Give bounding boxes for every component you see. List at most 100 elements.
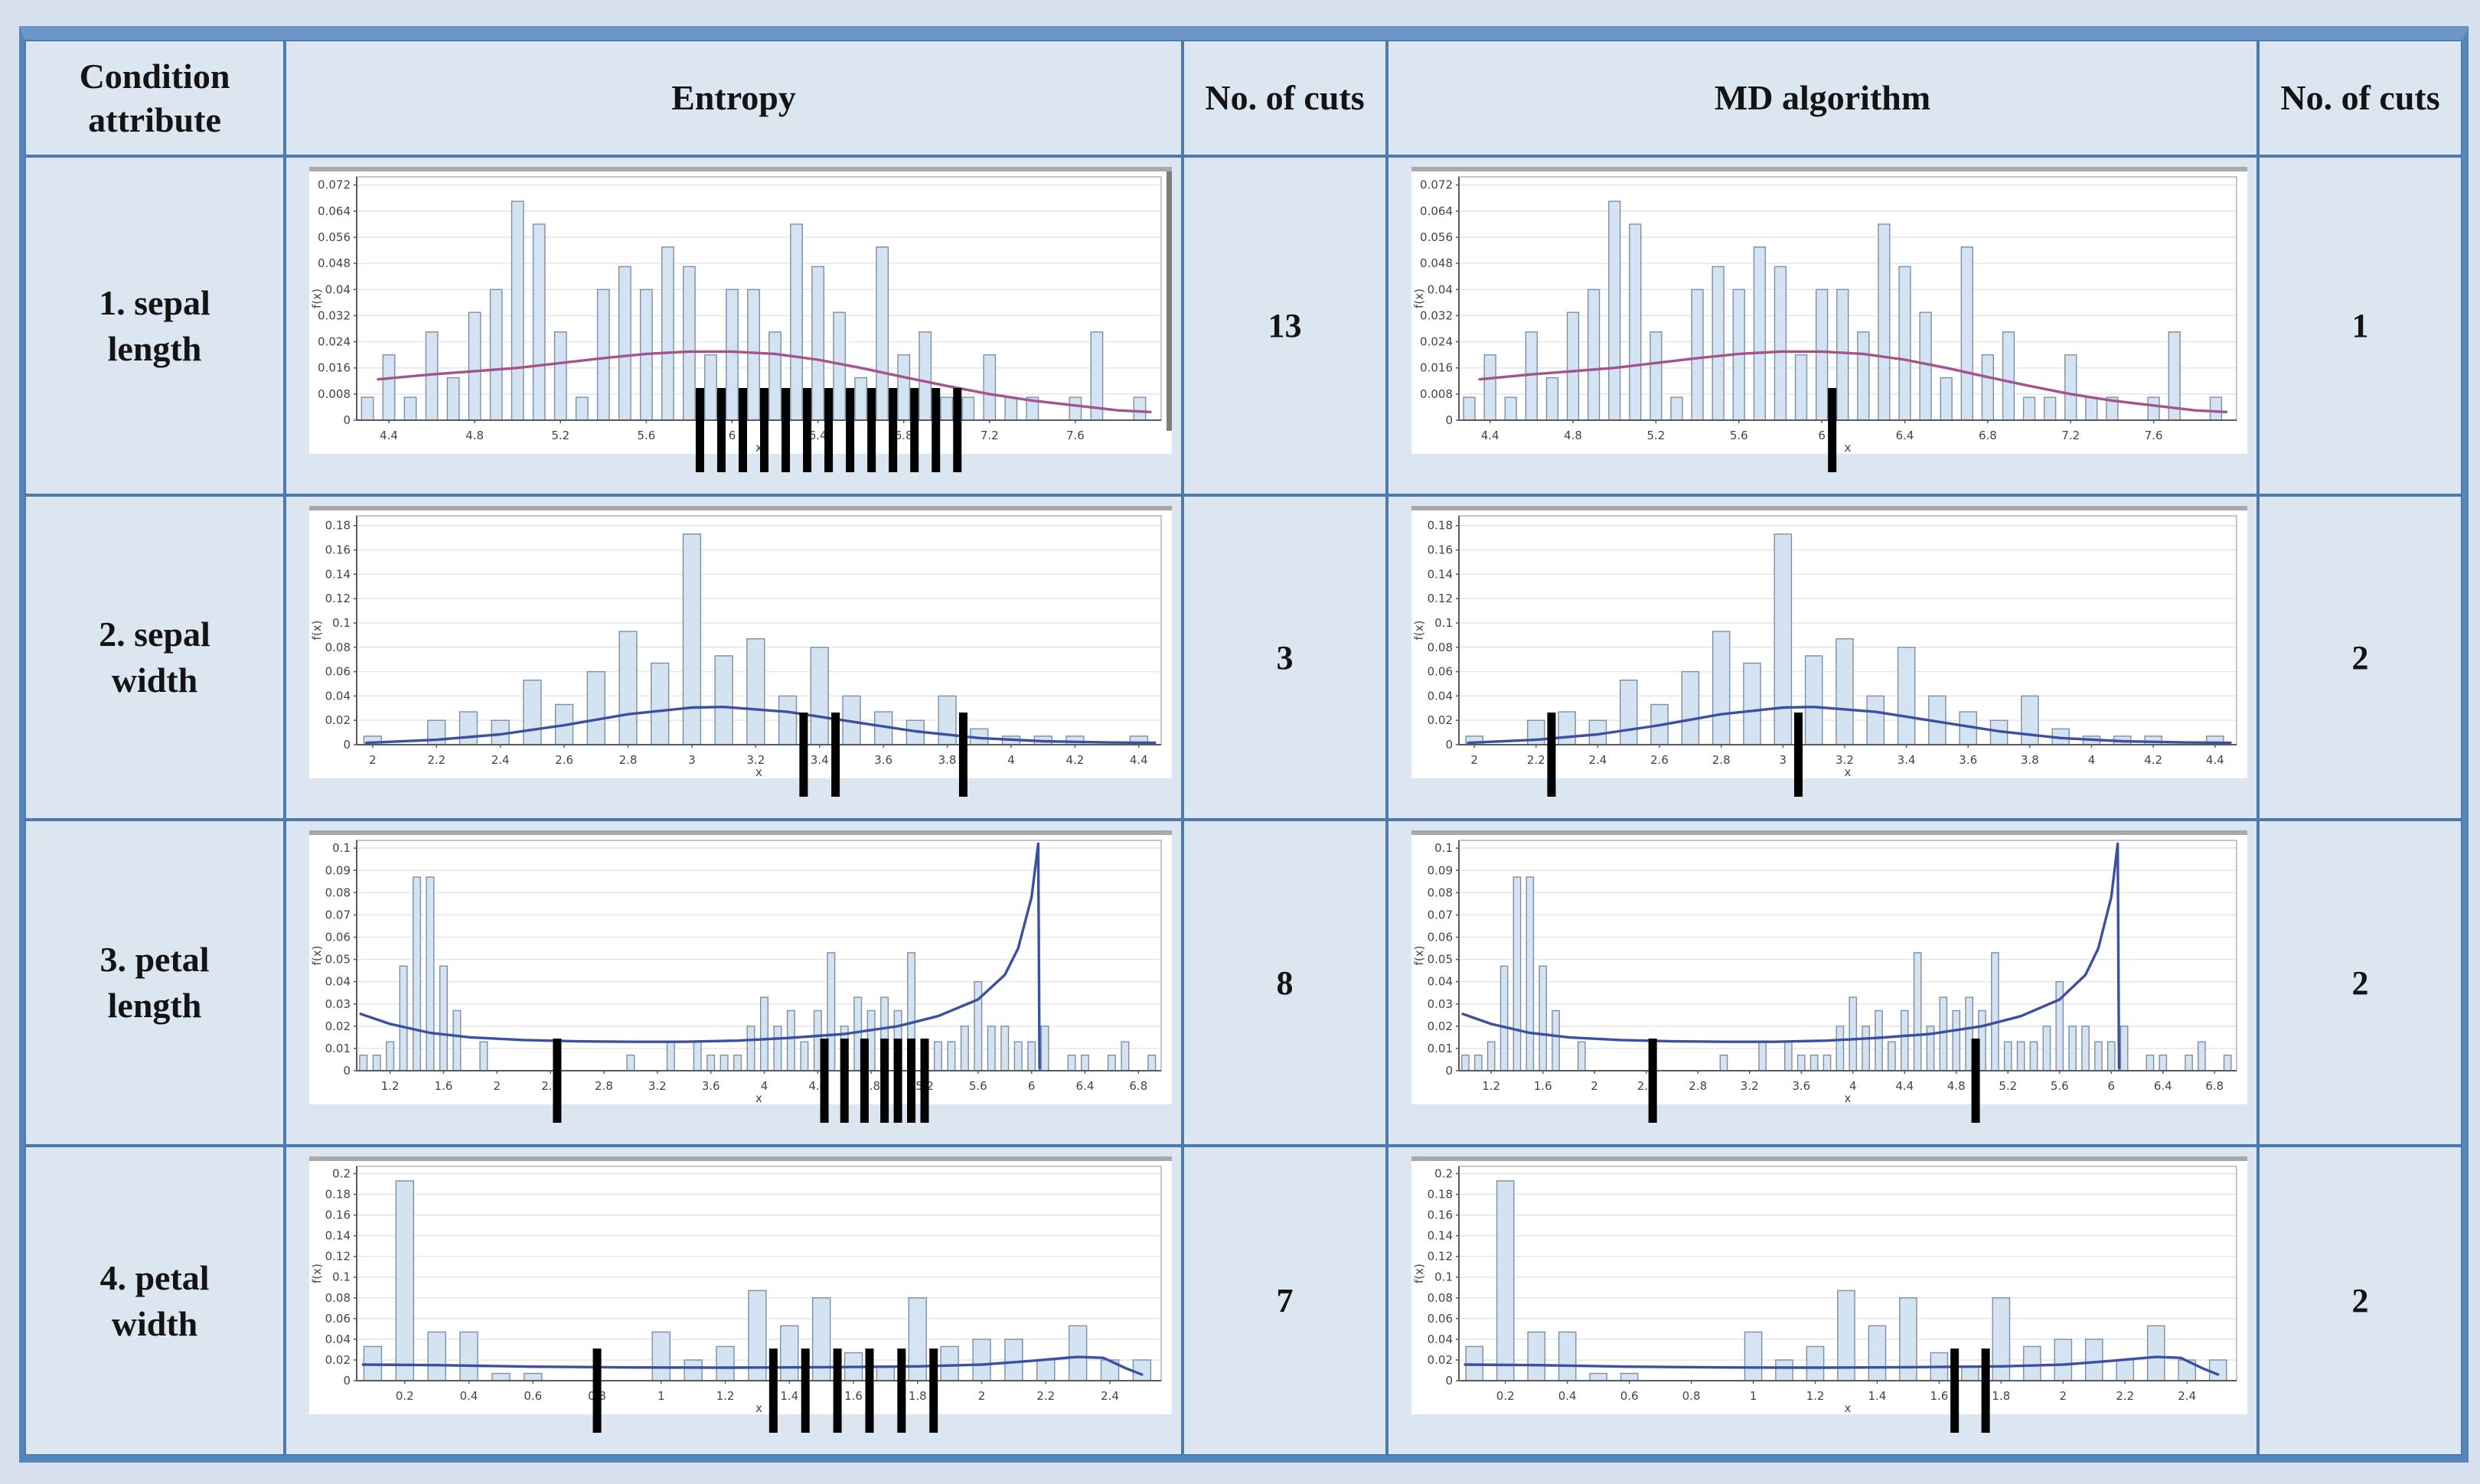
svg-text:0: 0 xyxy=(1445,1064,1453,1078)
svg-text:2.8: 2.8 xyxy=(619,753,638,767)
cuts-value: 2 xyxy=(2351,964,2369,1002)
svg-text:0: 0 xyxy=(343,1374,351,1388)
svg-text:3.6: 3.6 xyxy=(874,753,892,767)
svg-text:3.4: 3.4 xyxy=(811,753,829,767)
svg-text:x: x xyxy=(1845,1091,1852,1105)
cuts-value: 13 xyxy=(1268,307,1302,344)
svg-text:4.2: 4.2 xyxy=(1065,753,1084,767)
svg-text:0.2: 0.2 xyxy=(396,1389,414,1403)
svg-text:f(x): f(x) xyxy=(310,1264,324,1283)
svg-text:1.6: 1.6 xyxy=(844,1389,863,1403)
svg-text:0.08: 0.08 xyxy=(1428,886,1453,899)
svg-text:0: 0 xyxy=(1445,1374,1453,1388)
svg-text:4.4: 4.4 xyxy=(1481,429,1499,442)
sepal-length-md-histogram: 0 0.008 0.016 0.024 0.032 0.04 0.048 0.056 0.064… xyxy=(1411,167,2247,472)
svg-text:1.2: 1.2 xyxy=(716,1389,735,1403)
svg-text:5.6: 5.6 xyxy=(969,1079,987,1093)
svg-text:x: x xyxy=(755,765,762,779)
svg-text:5.6: 5.6 xyxy=(2051,1079,2069,1093)
svg-text:5.6: 5.6 xyxy=(1730,429,1748,442)
svg-text:1.8: 1.8 xyxy=(909,1389,927,1403)
svg-text:x: x xyxy=(755,441,762,455)
svg-text:7.6: 7.6 xyxy=(1066,429,1085,442)
svg-text:0.06: 0.06 xyxy=(1428,1312,1453,1326)
svg-text:0.09: 0.09 xyxy=(1428,863,1453,877)
header-no-of-cuts-md-label: No. of cuts xyxy=(2280,78,2440,118)
svg-text:2.6: 2.6 xyxy=(555,753,573,767)
svg-text:0.12: 0.12 xyxy=(325,1250,351,1264)
svg-text:5.2: 5.2 xyxy=(1999,1079,2017,1093)
svg-text:0.08: 0.08 xyxy=(1428,1291,1453,1305)
svg-text:0.03: 0.03 xyxy=(325,997,351,1011)
svg-text:f(x): f(x) xyxy=(310,621,324,641)
row-label-sepal-length: 1. sepal length xyxy=(24,156,285,495)
svg-text:0.04: 0.04 xyxy=(325,282,351,296)
md-cuts-sepal-length: 1 xyxy=(2258,156,2462,495)
svg-text:4.8: 4.8 xyxy=(1947,1079,1966,1093)
header-no-of-cuts-entropy: No. of cuts xyxy=(1183,40,1387,156)
svg-text:4: 4 xyxy=(1007,753,1015,767)
svg-text:0.08: 0.08 xyxy=(1428,641,1453,654)
svg-text:4.8: 4.8 xyxy=(465,429,484,442)
svg-text:1: 1 xyxy=(658,1389,665,1403)
svg-text:0.05: 0.05 xyxy=(325,953,351,967)
row-label-text: 1. sepal length xyxy=(99,282,210,368)
svg-text:0.032: 0.032 xyxy=(318,308,351,322)
svg-text:0.03: 0.03 xyxy=(1428,997,1453,1011)
svg-text:5.6: 5.6 xyxy=(637,429,655,442)
md-cuts-petal-width: 2 xyxy=(2258,1146,2462,1456)
svg-text:6: 6 xyxy=(1818,429,1826,442)
svg-text:6.8: 6.8 xyxy=(895,429,913,442)
svg-text:3.2: 3.2 xyxy=(1741,1079,1759,1093)
svg-text:3.4: 3.4 xyxy=(1898,753,1916,767)
svg-text:f(x): f(x) xyxy=(1412,1264,1426,1283)
svg-text:0.01: 0.01 xyxy=(1428,1042,1453,1055)
svg-text:7.6: 7.6 xyxy=(2145,429,2163,442)
cell-petal-length-md-chart: 0 0.01 0.02 0.03 0.04 0.05 0.06 0.07 0.08 0.09 0.1… xyxy=(1387,820,2258,1146)
svg-text:3: 3 xyxy=(1780,753,1787,767)
svg-text:0.04: 0.04 xyxy=(1428,689,1453,703)
cell-sepal-length-md-chart: 0 0.008 0.016 0.024 0.032 0.04 0.048 0.056 0.064… xyxy=(1387,156,2258,495)
header-no-of-cuts-entropy-label: No. of cuts xyxy=(1205,78,1365,118)
petal-width-entropy-histogram: 0 0.02 0.04 0.06 0.08 0.1 0.12 0.14 0.16 0.18 0.2 0… xyxy=(309,1156,1172,1433)
svg-text:0.008: 0.008 xyxy=(1420,387,1453,401)
svg-text:x: x xyxy=(1845,441,1852,455)
svg-text:0.09: 0.09 xyxy=(325,863,351,877)
svg-text:1.4: 1.4 xyxy=(780,1389,798,1403)
header-md-algorithm-label: MD algorithm xyxy=(1714,78,1931,118)
svg-text:x: x xyxy=(1845,1401,1852,1415)
svg-text:6.8: 6.8 xyxy=(1979,429,1997,442)
petal-width-md-histogram: 0 0.02 0.04 0.06 0.08 0.1 0.12 0.14 0.16 0.18 0.2 0… xyxy=(1411,1156,2247,1433)
row-label-petal-width: 4. petal width xyxy=(24,1146,285,1456)
svg-text:0.04: 0.04 xyxy=(1428,975,1453,989)
svg-text:0.6: 0.6 xyxy=(1620,1389,1639,1403)
svg-text:3.2: 3.2 xyxy=(1836,753,1854,767)
svg-text:2.4: 2.4 xyxy=(491,753,510,767)
svg-text:2.8: 2.8 xyxy=(1712,753,1731,767)
svg-text:0.1: 0.1 xyxy=(332,1270,351,1284)
md-cuts-sepal-width: 2 xyxy=(2258,495,2462,820)
svg-text:f(x): f(x) xyxy=(310,289,324,308)
sepal-length-entropy-histogram: 0 0.008 0.016 0.024 0.032 0.04 0.048 0.056 0.064… xyxy=(309,167,1172,472)
svg-text:0: 0 xyxy=(343,738,351,752)
svg-text:0: 0 xyxy=(343,1064,351,1078)
cuts-value: 8 xyxy=(1276,964,1294,1002)
svg-text:0.064: 0.064 xyxy=(1420,204,1453,218)
svg-text:2.6: 2.6 xyxy=(1650,753,1669,767)
entropy-cuts-sepal-length: 13 xyxy=(1183,156,1387,495)
svg-text:0.16: 0.16 xyxy=(325,543,351,557)
svg-text:0.04: 0.04 xyxy=(1428,1332,1453,1346)
svg-text:0.04: 0.04 xyxy=(325,975,351,989)
svg-text:f(x): f(x) xyxy=(1412,946,1426,966)
cuts-value: 2 xyxy=(2351,1282,2369,1319)
petal-length-md-histogram: 0 0.01 0.02 0.03 0.04 0.05 0.06 0.07 0.08 0.09 0.1… xyxy=(1411,830,2247,1123)
svg-text:1.6: 1.6 xyxy=(1534,1079,1552,1093)
svg-text:f(x): f(x) xyxy=(310,946,324,966)
svg-text:0.18: 0.18 xyxy=(1428,1188,1453,1202)
md-cuts-petal-length: 2 xyxy=(2258,820,2462,1146)
svg-text:0.8: 0.8 xyxy=(1682,1389,1701,1403)
svg-text:2.8: 2.8 xyxy=(595,1079,613,1093)
svg-text:0.18: 0.18 xyxy=(325,1188,351,1202)
entropy-cuts-petal-width: 7 xyxy=(1183,1146,1387,1456)
